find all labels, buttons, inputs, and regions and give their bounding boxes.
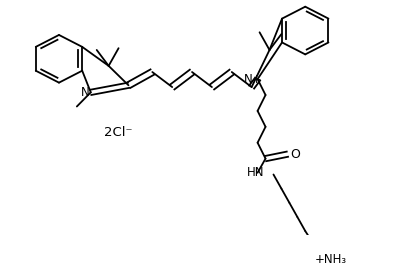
Text: HN: HN xyxy=(247,166,264,179)
Text: N: N xyxy=(80,86,89,99)
Text: +NH₃: +NH₃ xyxy=(315,253,347,264)
Text: 2Cl⁻: 2Cl⁻ xyxy=(104,126,133,139)
Text: O: O xyxy=(291,148,300,161)
Text: N+: N+ xyxy=(244,73,263,86)
